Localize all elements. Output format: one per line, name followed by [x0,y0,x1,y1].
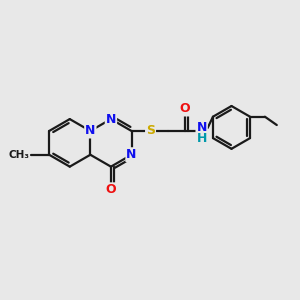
Text: N: N [126,148,137,161]
Text: S: S [146,124,155,137]
Text: O: O [106,183,116,196]
Text: N: N [196,121,207,134]
Text: O: O [180,103,190,116]
Text: H: H [196,132,207,145]
Text: CH₃: CH₃ [8,150,29,160]
Text: N: N [106,112,116,126]
Text: N: N [85,124,95,137]
